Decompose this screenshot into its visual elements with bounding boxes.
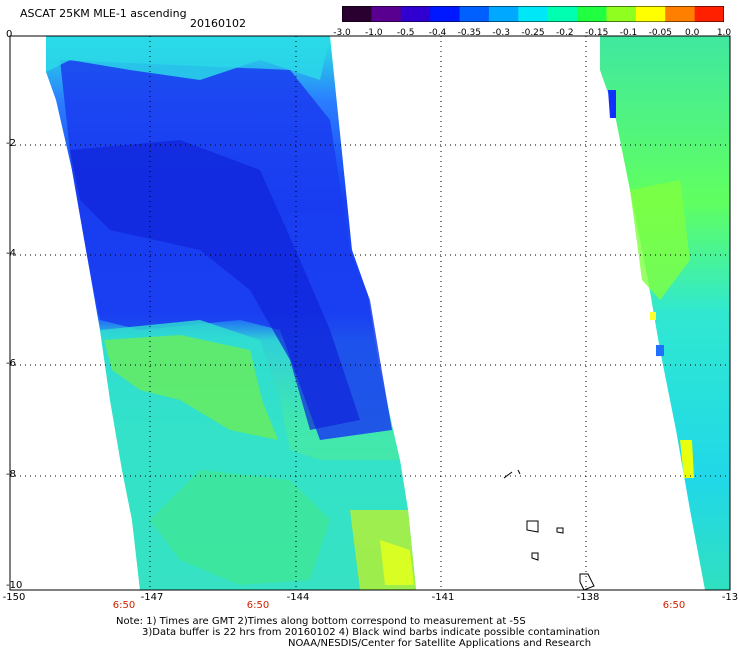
colorbar-tick: -0.4: [428, 28, 447, 38]
colorbar-tick: -1.0: [365, 28, 383, 38]
plot-frame: [9, 35, 731, 591]
colorbar-tick: -0.05: [648, 28, 672, 38]
islands: [503, 469, 595, 591]
x-tick-label: -138: [576, 592, 600, 603]
colorbar-cell: [547, 6, 578, 22]
x-tick-label: -141: [431, 592, 455, 603]
x-tick-label: -144: [286, 592, 310, 603]
colorbar-cell: [342, 6, 372, 22]
right-swath: [600, 36, 730, 590]
note-line: NOAA/NESDIS/Center for Satellite Applica…: [288, 638, 592, 649]
note-line: Note: 1) Times are GMT 2)Times along bot…: [116, 616, 526, 627]
x-tick-label: -13: [721, 592, 739, 603]
colorbar-cell: [635, 6, 666, 22]
colorbar-tick: 1.0: [716, 28, 732, 38]
colorbar-tick: -0.2: [556, 28, 574, 38]
map-date: 20160102: [190, 17, 246, 30]
x-tick-label: -147: [140, 592, 164, 603]
colorbar-cell: [518, 6, 549, 22]
colorbar-cell: [694, 6, 724, 22]
x-tick-label: -150: [2, 592, 26, 603]
y-tick-label: -10: [6, 580, 23, 591]
colorbar-cell: [606, 6, 637, 22]
notes-block: Note: 1) Times are GMT 2)Times along bot…: [116, 616, 600, 649]
colorbar-tick: 0.0: [684, 28, 700, 38]
left-swath: [46, 36, 416, 590]
colorbar: [342, 6, 724, 22]
colorbar-tick: -0.25: [521, 28, 545, 38]
y-tick-label: -2: [6, 138, 16, 149]
y-tick-label: -8: [6, 469, 16, 480]
time-label: 6:50: [246, 600, 270, 611]
colorbar-tick: -0.3: [492, 28, 510, 38]
colorbar-cell: [665, 6, 696, 22]
colorbar-cell: [459, 6, 490, 22]
colorbar-tick: -3.0: [333, 28, 351, 38]
y-tick-label: 0: [6, 29, 13, 40]
colorbar-cell: [400, 6, 431, 22]
grid-lines: [10, 35, 730, 590]
colorbar-tick: -0.35: [457, 28, 481, 38]
y-tick-label: -6: [6, 358, 16, 369]
colorbar-cell: [488, 6, 519, 22]
colorbar-tick: -0.5: [396, 28, 415, 38]
map-title: ASCAT 25KM MLE-1 ascending: [20, 7, 187, 20]
note-line: 3)Data buffer is 22 hrs from 20160102 4)…: [142, 627, 600, 638]
time-label: 6:50: [662, 600, 686, 611]
time-label: 6:50: [112, 600, 136, 611]
colorbar-tick: -0.15: [585, 28, 609, 38]
y-tick-label: -4: [6, 248, 16, 259]
colorbar-ticks: -3.0 -1.0 -0.5 -0.4 -0.35 -0.3 -0.25 -0.…: [330, 28, 732, 40]
colorbar-cell: [371, 6, 402, 22]
colorbar-cell: [430, 6, 461, 22]
colorbar-tick: -0.1: [619, 28, 638, 38]
colorbar-cell: [577, 6, 607, 22]
